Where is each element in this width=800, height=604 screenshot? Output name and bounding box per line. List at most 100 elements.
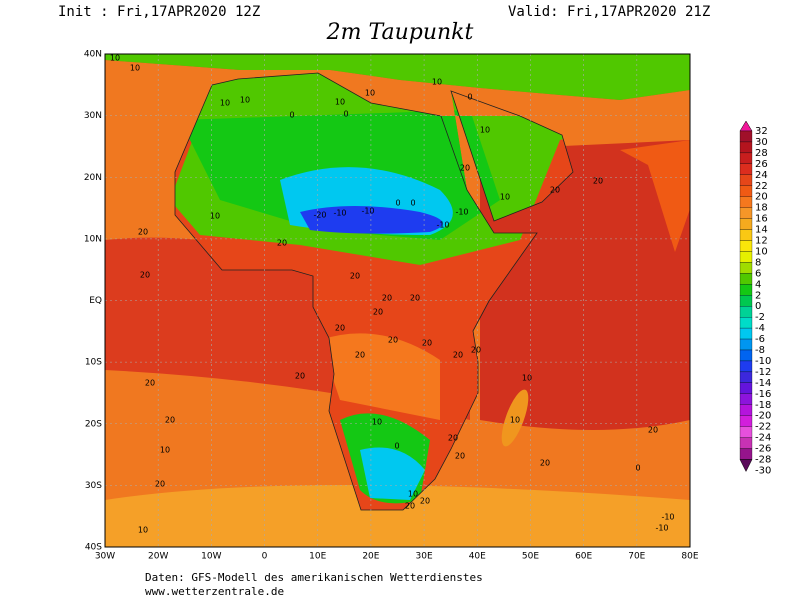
contour-label: 20 xyxy=(460,164,470,173)
x-axis-label: 40E xyxy=(469,552,486,562)
sahel-very-dry xyxy=(300,206,443,234)
colorbar-label: 22 xyxy=(755,181,768,192)
url: www.wetterzentrale.de xyxy=(145,585,284,598)
contour-label: 20 xyxy=(335,324,345,333)
valid-time: Valid: Fri,17APR2020 21Z xyxy=(508,4,710,20)
contour-label: 10 xyxy=(110,54,120,63)
madagascar xyxy=(501,389,529,447)
contour-label: 20 xyxy=(540,459,550,468)
contour-label: 10 xyxy=(500,193,510,202)
x-axis-label: 10E xyxy=(309,552,326,562)
contour-label: 20 xyxy=(373,308,383,317)
colorbar-label: 30 xyxy=(755,137,768,148)
colorbar-swatch xyxy=(739,404,753,416)
colorbar-swatch xyxy=(739,229,753,241)
contour-label: 20 xyxy=(422,339,432,348)
contour-label: 20 xyxy=(165,416,175,425)
indian-ocean xyxy=(480,140,690,430)
colorbar-swatch xyxy=(739,196,753,208)
contour-label: 20 xyxy=(350,272,360,281)
x-axis-label: 30W xyxy=(95,552,115,562)
contour-label: 20 xyxy=(410,294,420,303)
contour-label: 10 xyxy=(408,490,418,499)
x-axis-label: 30E xyxy=(416,552,433,562)
contour-label: 10 xyxy=(480,126,490,135)
colorbar-label: 32 xyxy=(755,126,768,137)
contour-label: 10 xyxy=(138,526,148,535)
colorbar-label: 24 xyxy=(755,170,768,181)
contour-label: 20 xyxy=(648,426,658,435)
south-africa-dry xyxy=(360,447,425,500)
colorbar-label: -8 xyxy=(755,345,765,356)
colorbar-swatch xyxy=(739,284,753,296)
x-axis-label: 20W xyxy=(148,552,168,562)
y-axis-label: 40S xyxy=(85,543,102,553)
contour-label: 20 xyxy=(295,372,305,381)
colorbar-label: 20 xyxy=(755,192,768,203)
map-title: 2m Taupunkt xyxy=(326,20,474,45)
contour-label: 10 xyxy=(432,78,442,87)
colorbar-label: -6 xyxy=(755,334,765,345)
contour-label: 20 xyxy=(277,239,287,248)
contour-label: 20 xyxy=(382,294,392,303)
contour-label: 0 xyxy=(467,93,472,102)
colorbar-swatch xyxy=(739,262,753,274)
colorbar-swatch xyxy=(739,448,753,460)
colorbar-label: -28 xyxy=(755,455,771,466)
colorbar-label: 18 xyxy=(755,203,768,214)
colorbar-swatch xyxy=(739,163,753,175)
southern-ocean xyxy=(105,485,690,547)
x-axis-label: 60E xyxy=(575,552,592,562)
contour-label: 10 xyxy=(522,374,532,383)
colorbar-label: -12 xyxy=(755,367,771,378)
y-axis-label: 10S xyxy=(85,358,102,368)
contour-label: -10 xyxy=(455,208,468,217)
colorbar-label: -14 xyxy=(755,378,771,389)
colorbar-label: -30 xyxy=(755,465,771,476)
colorbar-swatch xyxy=(739,306,753,318)
contour-label: 10 xyxy=(130,64,140,73)
contour-label: 20 xyxy=(471,346,481,355)
colorbar-swatch xyxy=(739,349,753,362)
contour-label: 0 xyxy=(343,110,348,119)
colorbar-label: 28 xyxy=(755,148,768,159)
contour-label: 20 xyxy=(453,351,463,360)
contour-label: 20 xyxy=(155,480,165,489)
contour-label: -10 xyxy=(333,209,346,218)
contour-label: 20 xyxy=(145,379,155,388)
colorbar-swatch xyxy=(739,295,753,307)
x-axis-label: 10W xyxy=(201,552,221,562)
contour-label: 20 xyxy=(420,497,430,506)
colorbar-label: -10 xyxy=(755,356,771,367)
x-axis-label: 0 xyxy=(262,552,268,562)
colorbar-swatch xyxy=(739,327,753,340)
graticule xyxy=(105,54,690,547)
colorbar-label: -24 xyxy=(755,433,771,444)
contour-label: 20 xyxy=(593,177,603,186)
y-axis-label: 20N xyxy=(84,173,102,183)
y-axis-label: 40N xyxy=(84,50,102,60)
init-time: Init : Fri,17APR2020 12Z xyxy=(58,4,260,20)
contour-label: 10 xyxy=(210,212,220,221)
colorbar-label: -16 xyxy=(755,389,771,400)
colorbar-label: -2 xyxy=(755,312,765,323)
contour-label: -20 xyxy=(313,211,326,220)
colorbar-swatch xyxy=(739,426,753,438)
y-axis-label: EQ xyxy=(89,296,102,306)
y-axis-label: 30S xyxy=(85,481,102,491)
colorbar-label: 6 xyxy=(755,268,761,279)
india xyxy=(620,140,690,252)
contour-label: 20 xyxy=(550,186,560,195)
x-axis-label: 20E xyxy=(362,552,379,562)
colorbar-arrow-top xyxy=(739,120,753,132)
contour-label: 10 xyxy=(372,418,382,427)
colorbar-arrow-bottom xyxy=(739,459,753,473)
colorbar-swatch xyxy=(739,437,753,449)
y-axis-label: 30N xyxy=(84,111,102,121)
contour-label: 0 xyxy=(394,442,399,451)
colorbar-swatch xyxy=(739,251,753,263)
